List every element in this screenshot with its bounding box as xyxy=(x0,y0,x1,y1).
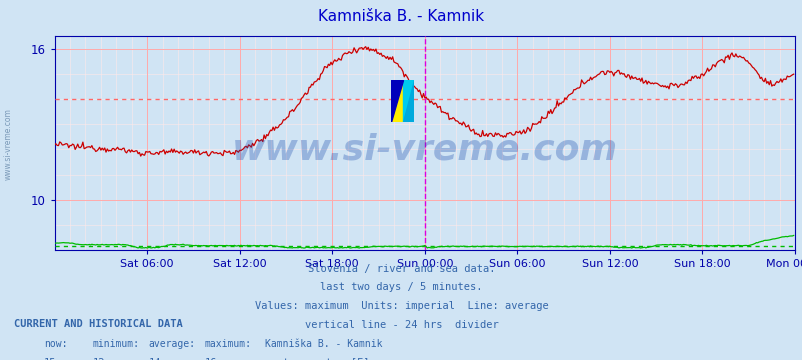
Text: vertical line - 24 hrs  divider: vertical line - 24 hrs divider xyxy=(304,320,498,330)
Polygon shape xyxy=(391,80,403,122)
Text: Slovenia / river and sea data.: Slovenia / river and sea data. xyxy=(307,264,495,274)
Text: temperature[F]: temperature[F] xyxy=(282,358,370,360)
Polygon shape xyxy=(403,80,414,122)
Text: last two days / 5 minutes.: last two days / 5 minutes. xyxy=(320,282,482,292)
Text: maximum:: maximum: xyxy=(205,339,252,350)
Text: 15: 15 xyxy=(44,358,57,360)
Text: minimum:: minimum: xyxy=(92,339,140,350)
Text: Kamniška B. - Kamnik: Kamniška B. - Kamnik xyxy=(318,9,484,24)
Text: 14: 14 xyxy=(148,358,161,360)
Text: 16: 16 xyxy=(205,358,217,360)
Bar xyxy=(403,80,414,122)
Bar xyxy=(391,80,403,122)
Text: now:: now: xyxy=(44,339,67,350)
Text: www.si-vreme.com: www.si-vreme.com xyxy=(232,132,617,167)
Text: Kamniška B. - Kamnik: Kamniška B. - Kamnik xyxy=(265,339,382,350)
Text: CURRENT AND HISTORICAL DATA: CURRENT AND HISTORICAL DATA xyxy=(14,319,183,329)
Text: 12: 12 xyxy=(92,358,105,360)
Text: average:: average: xyxy=(148,339,196,350)
Text: Values: maximum  Units: imperial  Line: average: Values: maximum Units: imperial Line: av… xyxy=(254,301,548,311)
Text: www.si-vreme.com: www.si-vreme.com xyxy=(3,108,13,180)
